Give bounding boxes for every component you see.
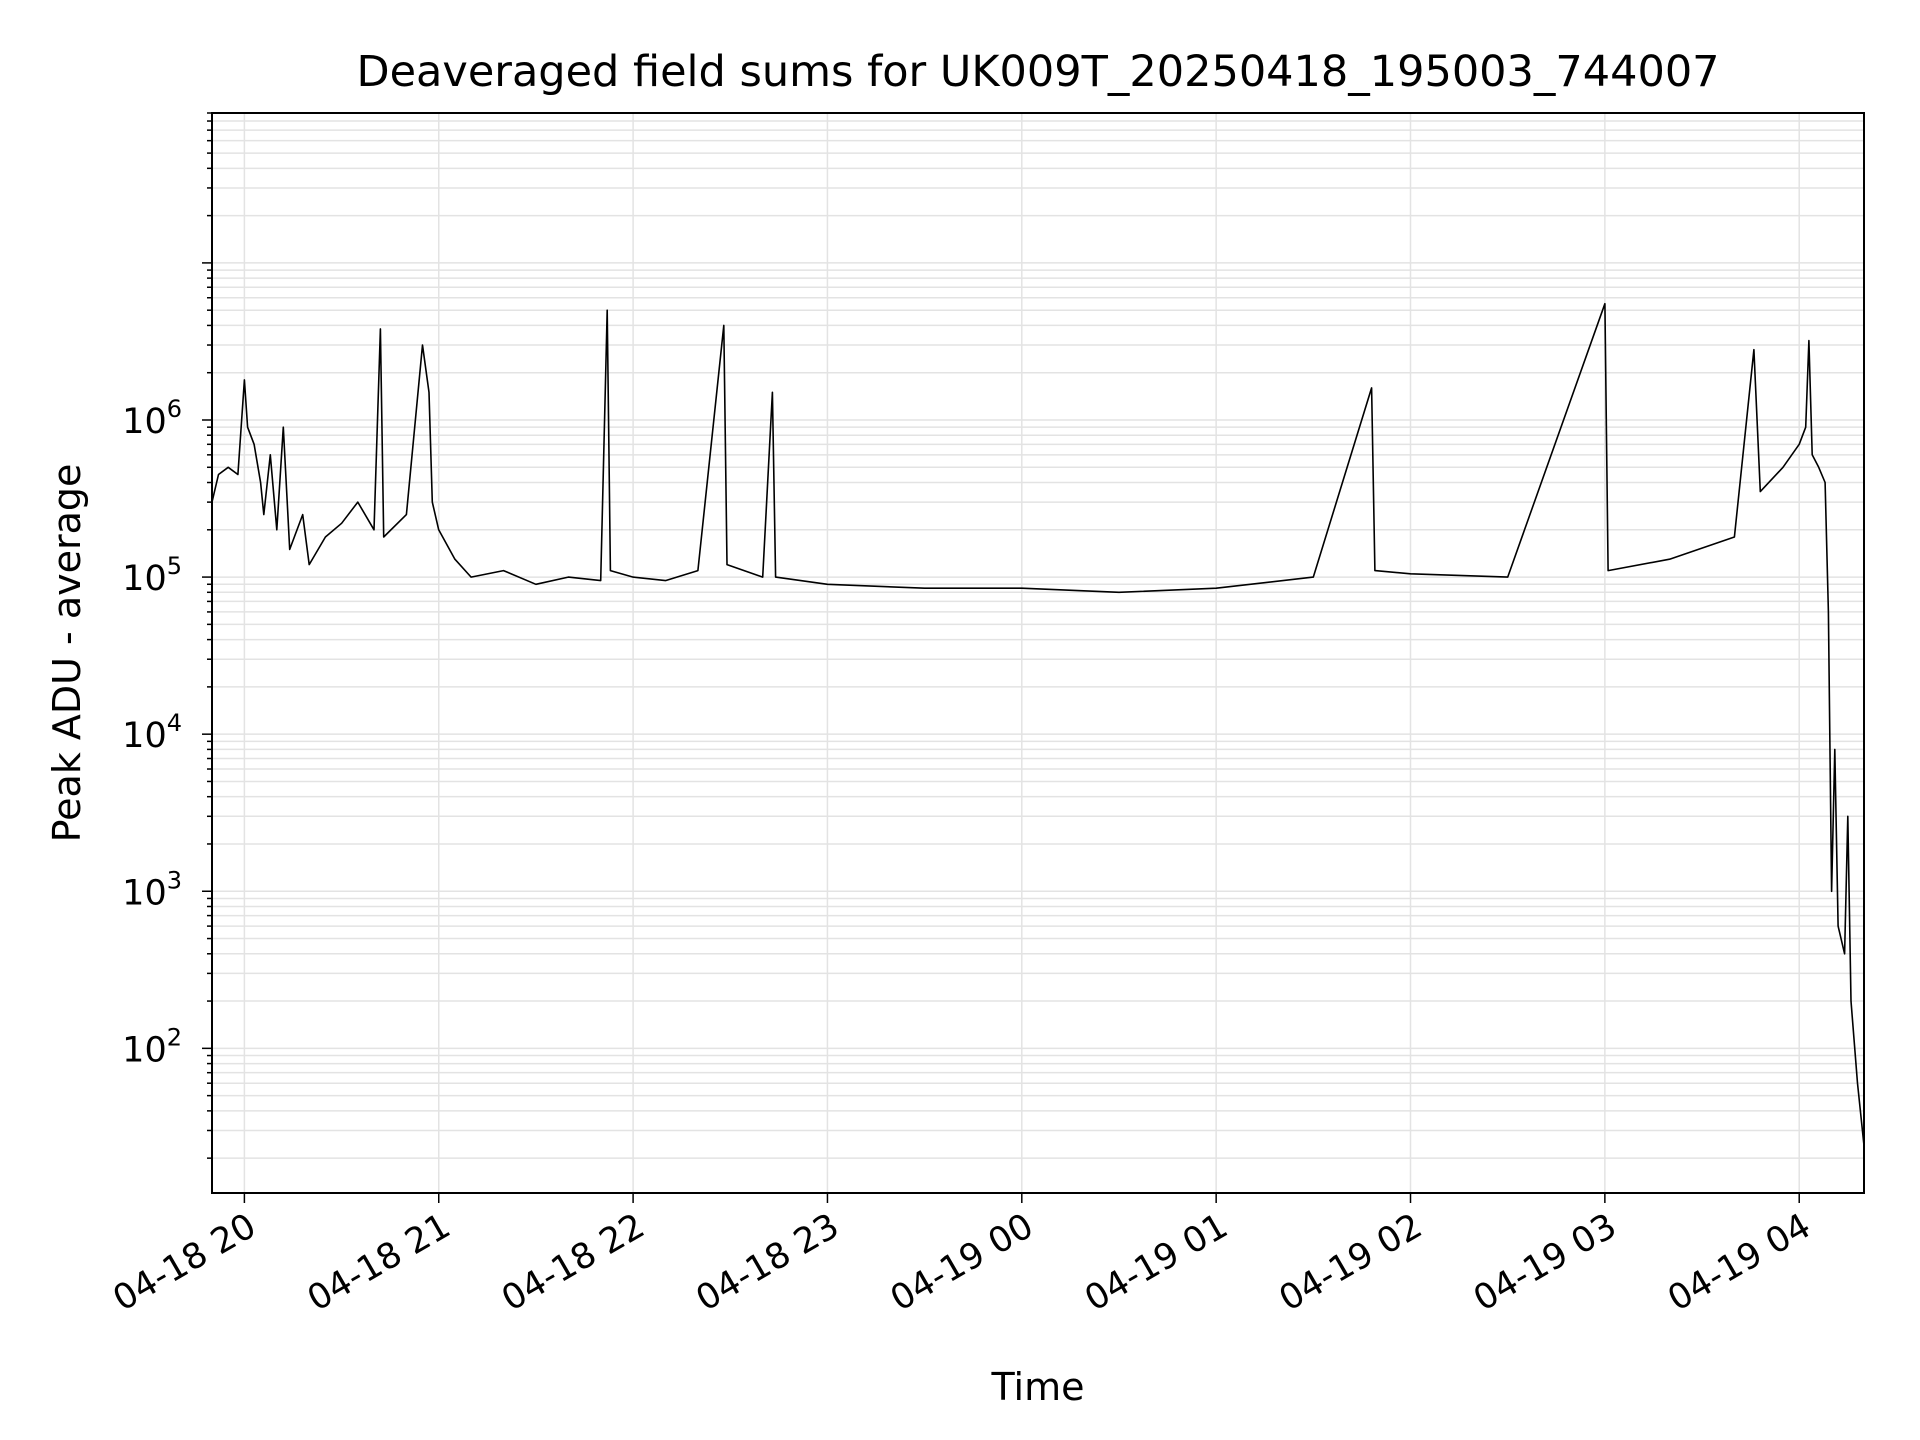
y-tick-label: 106 — [122, 395, 182, 442]
y-tick-label: 102 — [122, 1023, 182, 1070]
y-axis-label: Peak ADU - average — [45, 464, 89, 843]
y-tick-label: 103 — [122, 866, 182, 913]
plot-frame — [211, 112, 1865, 1194]
x-axis-label: Time — [991, 1365, 1085, 1409]
series-line — [211, 302, 1865, 1146]
y-axis-ticks: 102 103 104 105 106 — [122, 112, 212, 1159]
chart-title: Deaveraged field sums for UK009T_2025041… — [356, 47, 1719, 97]
y-tick-label: 105 — [122, 552, 182, 599]
y-tick-label: 104 — [122, 709, 182, 756]
grid — [212, 112, 1864, 1193]
